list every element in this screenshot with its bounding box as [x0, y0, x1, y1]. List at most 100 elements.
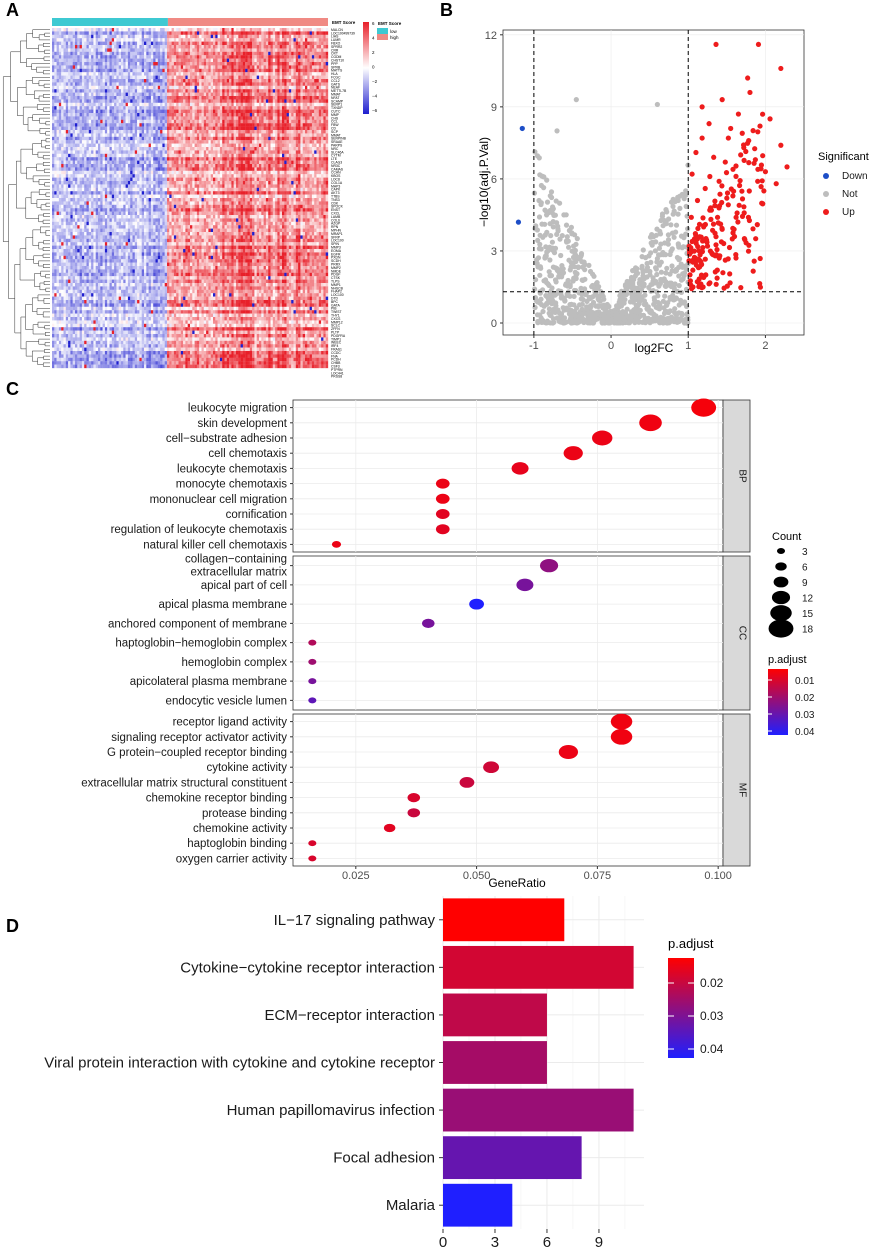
heatmap-cell: [160, 31, 163, 35]
heatmap-cell: [148, 79, 152, 83]
heatmap-cell: [171, 45, 175, 49]
heatmap-cell: [323, 157, 326, 161]
heatmap-cell: [249, 164, 253, 168]
heatmap-cell: [114, 136, 117, 141]
heatmap-cell: [155, 38, 158, 42]
heatmap-cell: [240, 113, 244, 117]
heatmap-cell: [302, 48, 306, 52]
heatmap-cell: [81, 89, 85, 93]
heatmap-cell: [284, 116, 287, 120]
heatmap-cell: [213, 133, 216, 137]
heatmap-cell: [139, 96, 142, 100]
heatmap-cell: [305, 58, 308, 63]
heatmap-cell: [263, 38, 267, 42]
heatmap-cell: [114, 143, 117, 148]
heatmap-cell: [114, 65, 117, 69]
heatmap-cell: [123, 130, 126, 134]
heatmap-cell: [270, 113, 273, 117]
heatmap-cell: [98, 116, 101, 120]
heatmap-cell: [247, 55, 250, 59]
heatmap-cell: [102, 38, 106, 42]
heatmap-cell: [286, 55, 290, 59]
heatmap-cell: [203, 72, 207, 76]
heatmap-cell: [305, 96, 308, 100]
heatmap-cell: [302, 55, 306, 59]
heatmap-cell: [210, 89, 214, 93]
heatmap-cell: [261, 75, 264, 80]
heatmap-cell: [68, 28, 71, 32]
heatmap-cell: [114, 51, 117, 56]
heatmap-cell: [277, 130, 280, 134]
heatmap-cell: [224, 79, 227, 83]
heatmap-cell: [52, 31, 55, 35]
heatmap-cell: [265, 153, 269, 158]
heatmap-cell: [311, 72, 315, 76]
heatmap-cell: [180, 38, 184, 42]
heatmap-cell: [104, 106, 108, 110]
heatmap-cell: [180, 68, 184, 73]
heatmap-cell: [192, 65, 195, 69]
heatmap-cell: [130, 55, 133, 59]
heatmap-cell: [309, 136, 313, 141]
heatmap-cell: [305, 41, 308, 46]
heatmap-cell: [146, 68, 149, 73]
heatmap-cell: [183, 150, 186, 154]
heatmap-cell: [233, 75, 237, 80]
heatmap-cell: [139, 28, 142, 32]
heatmap-cell: [81, 51, 85, 56]
heatmap-cell: [323, 96, 326, 100]
heatmap-cell: [323, 82, 326, 86]
heatmap-cell: [286, 116, 290, 120]
heatmap-cell: [286, 34, 290, 39]
heatmap-cell: [54, 143, 57, 148]
heatmap-cell: [150, 109, 154, 114]
heatmap-cell: [169, 85, 172, 90]
heatmap-cell: [233, 123, 237, 127]
heatmap-cell: [215, 130, 218, 134]
heatmap-cell: [194, 72, 198, 76]
heatmap-cell: [217, 68, 221, 73]
heatmap-cell: [206, 133, 209, 137]
heatmap-cell: [183, 133, 186, 137]
heatmap-cell: [144, 51, 147, 56]
heatmap-cell: [183, 157, 186, 161]
heatmap-cell: [213, 116, 216, 120]
heatmap-cell: [169, 51, 172, 56]
heatmap-cell: [226, 123, 230, 127]
heatmap-cell: [229, 136, 232, 141]
heatmap-cell: [254, 75, 257, 80]
heatmap-cell: [208, 79, 211, 83]
heatmap-cell: [58, 164, 62, 168]
heatmap-cell: [171, 157, 175, 161]
heatmap-cell: [284, 126, 287, 131]
heatmap-cell: [206, 130, 209, 134]
panel-letter-d: D: [6, 916, 19, 936]
heatmap-cell: [146, 164, 149, 168]
heatmap-cell: [190, 143, 193, 148]
heatmap-cell: [272, 99, 276, 103]
heatmap-cell: [52, 65, 55, 69]
heatmap-cell: [56, 153, 60, 158]
heatmap-cell: [298, 65, 301, 69]
heatmap-cell: [254, 123, 257, 127]
heatmap-cell: [210, 113, 214, 117]
heatmap-cell: [311, 130, 315, 134]
heatmap-cell: [226, 89, 230, 93]
heatmap-cell: [238, 150, 241, 154]
heatmap-cell: [224, 140, 227, 144]
heatmap-cell: [196, 109, 200, 114]
heatmap-cell: [275, 65, 278, 69]
heatmap-cell: [171, 147, 175, 151]
heatmap-cell: [236, 150, 239, 154]
heatmap-cell: [160, 51, 163, 56]
heatmap-cell: [231, 41, 234, 46]
heatmap-cell: [307, 34, 310, 39]
heatmap-cell: [178, 72, 181, 76]
heatmap-cell: [226, 136, 230, 141]
heatmap-cell: [208, 55, 211, 59]
heatmap-cell: [157, 92, 161, 97]
heatmap-cell: [164, 65, 168, 69]
heatmap-cell: [321, 62, 324, 66]
heatmap-cell: [263, 65, 267, 69]
heatmap-cell: [150, 99, 154, 103]
